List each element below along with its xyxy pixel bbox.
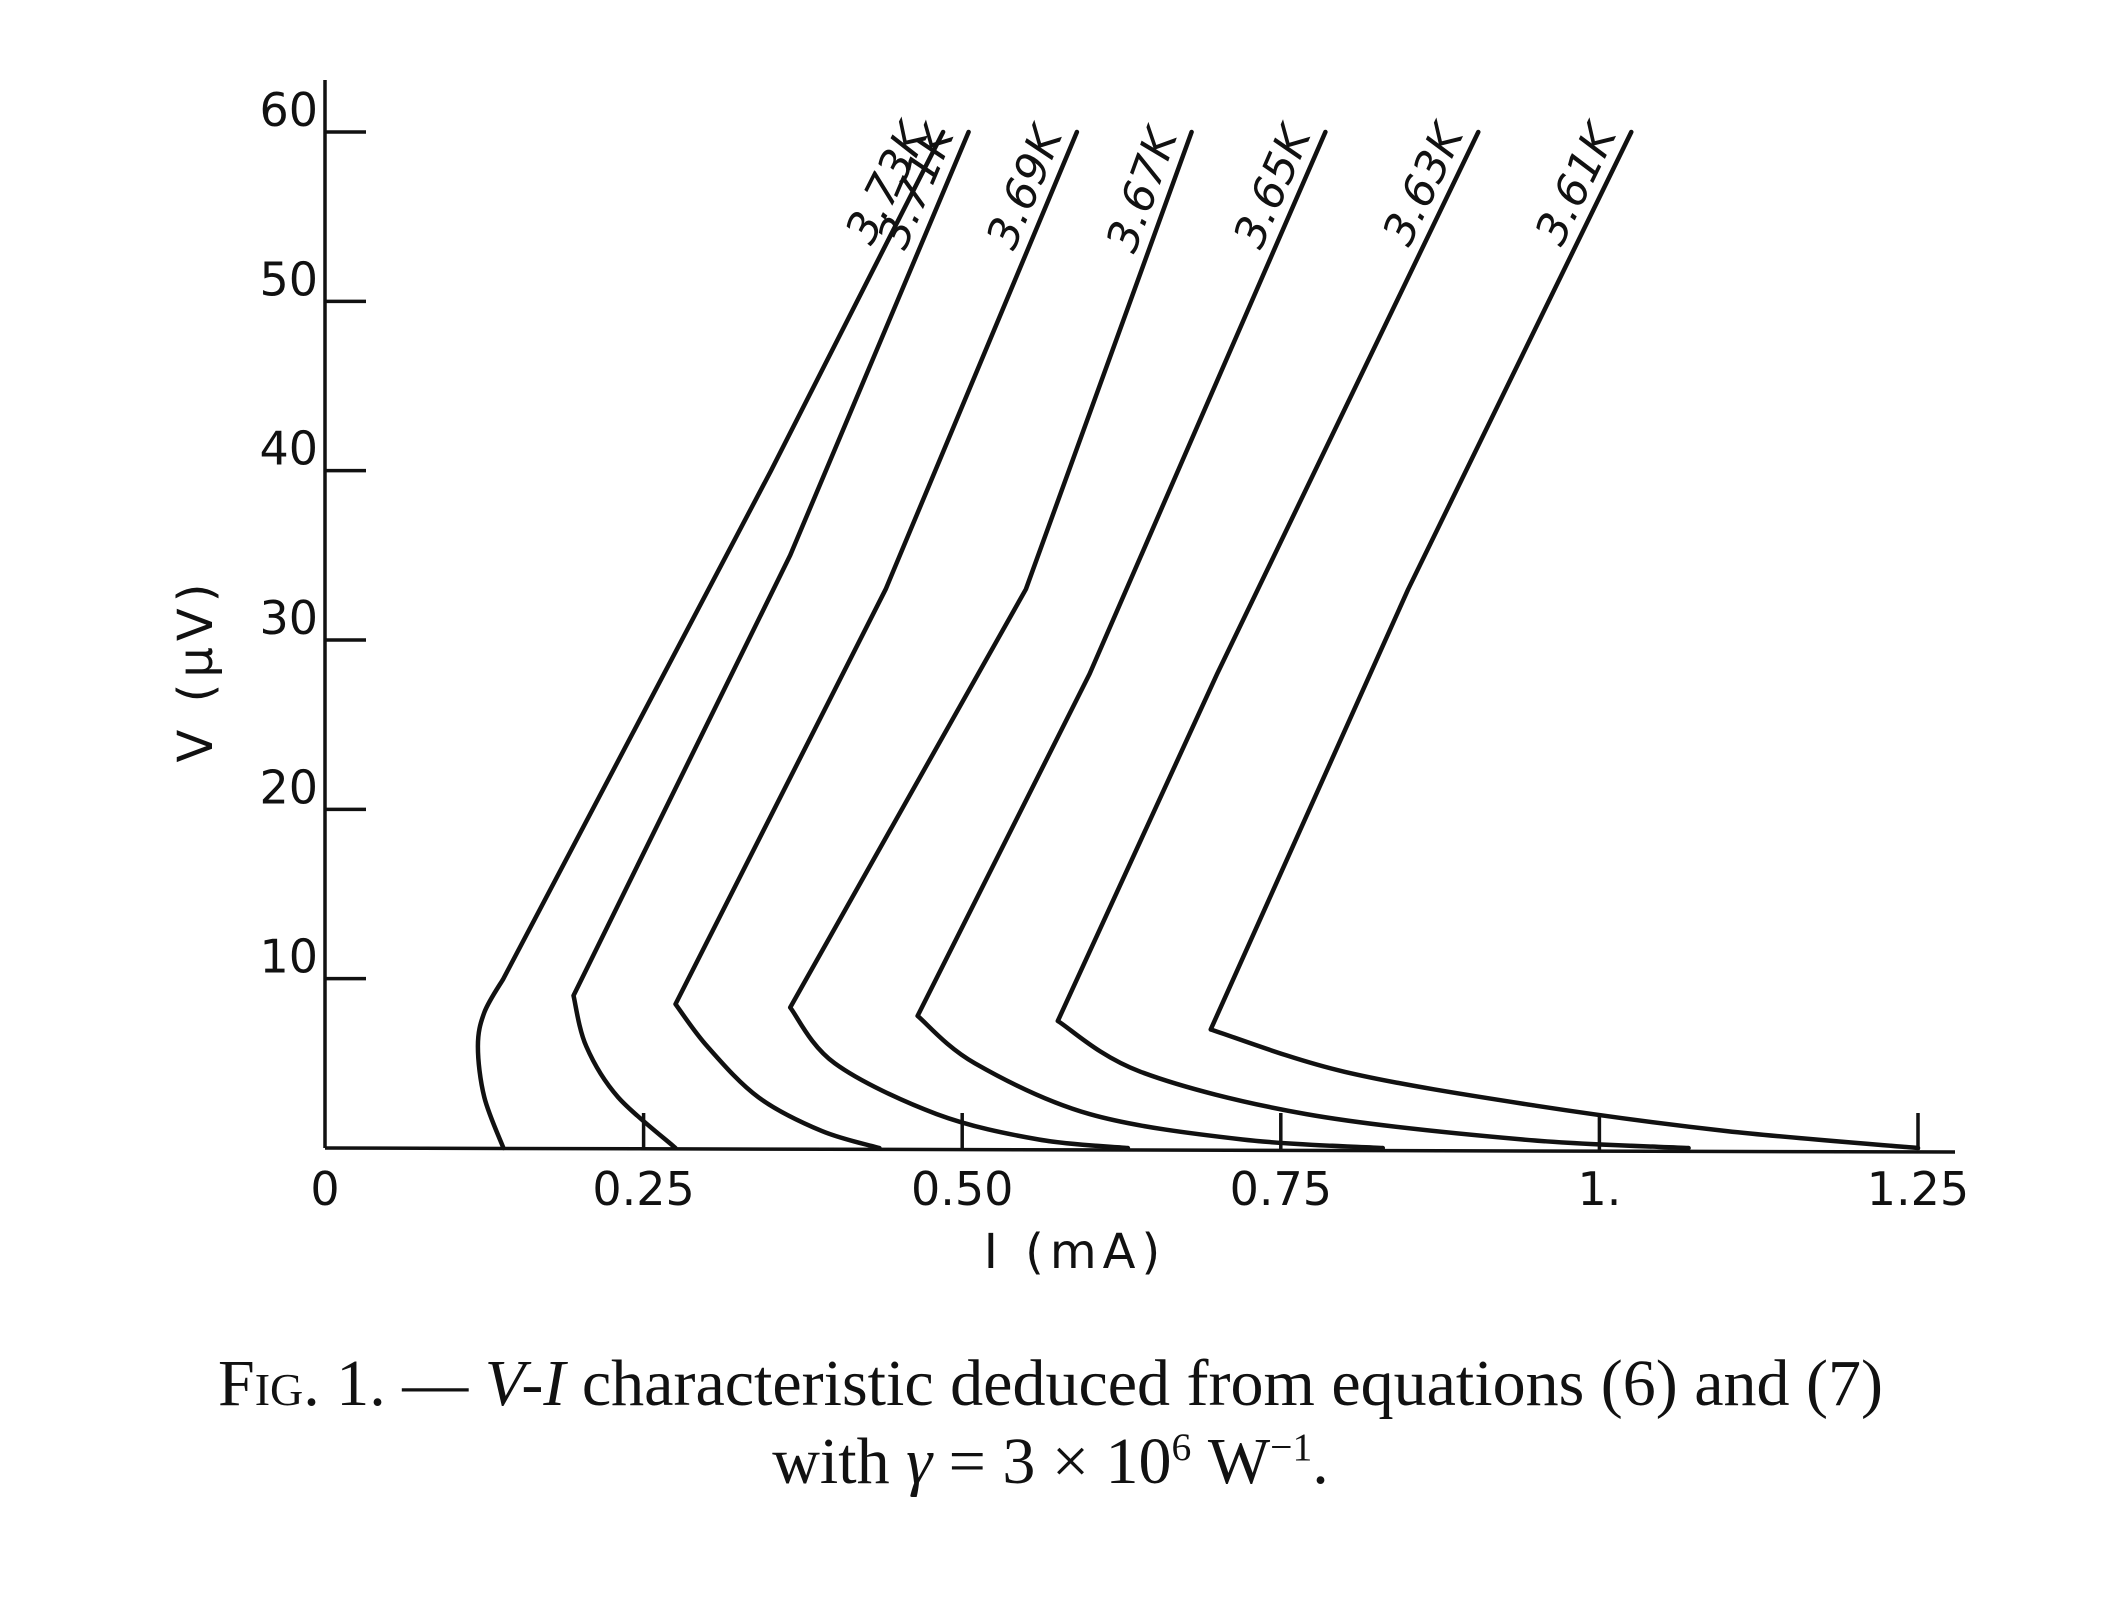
y-tick-label: 30 xyxy=(259,591,318,645)
y-tick-label: 40 xyxy=(259,422,318,476)
y-tick-label: 10 xyxy=(259,930,318,984)
x-tick-label: 0.25 xyxy=(592,1162,694,1216)
curve-label-3: 3.69K xyxy=(977,116,1074,256)
x-tick-label: 0.75 xyxy=(1230,1162,1332,1216)
y-tick-label: 50 xyxy=(259,252,318,306)
curve-series-1 xyxy=(475,129,946,1151)
caption-equals: = 3 × 10 xyxy=(932,1425,1172,1498)
x-tick-label: 0 xyxy=(310,1162,339,1216)
curve-series-3 xyxy=(673,129,1080,1151)
curve-label-6: 3.63K xyxy=(1373,114,1475,253)
caption-line1-rest: characteristic deduced from equations (6… xyxy=(565,1347,1883,1420)
curves xyxy=(475,129,1921,1151)
figure-caption: Fig. 1. — V-I characteristic deduced fro… xyxy=(0,1345,2101,1501)
caption-end: . xyxy=(1312,1425,1329,1498)
y-tick-label: 20 xyxy=(259,760,318,814)
x-axis-title: I (mA) xyxy=(984,1224,1166,1280)
caption-unit: W xyxy=(1191,1425,1271,1498)
curve-series-7 xyxy=(1208,129,1921,1151)
curve-label-7: 3.61K xyxy=(1525,114,1628,253)
x-tick-label: 0.50 xyxy=(911,1162,1013,1216)
x-axis-line xyxy=(324,1146,1956,1154)
caption-vi: V-I xyxy=(484,1347,566,1420)
curve-series-2 xyxy=(571,129,971,1151)
caption-line-2: with γ = 3 × 106 W−1. xyxy=(0,1423,2101,1501)
caption-gamma: γ xyxy=(906,1425,933,1498)
caption-exponent-minus-1: −1 xyxy=(1270,1425,1313,1469)
y-axis-title: V (μV) xyxy=(168,578,224,763)
curve-label-4: 3.67K xyxy=(1097,119,1189,259)
caption-exponent-6: 6 xyxy=(1171,1425,1192,1469)
y-ticks: 10 20 30 40 50 60 xyxy=(259,83,366,984)
x-tick-label: 1.25 xyxy=(1867,1162,1969,1216)
axes xyxy=(323,80,1956,1154)
caption-with: with xyxy=(772,1425,907,1498)
y-tick-label: 60 xyxy=(259,83,318,137)
curve-series-5 xyxy=(915,129,1386,1151)
caption-prefix: Fig. 1. — xyxy=(218,1347,485,1420)
curve-series-4 xyxy=(787,129,1194,1151)
curve-label-5: 3.65K xyxy=(1224,116,1323,256)
caption-line-1: Fig. 1. — V-I characteristic deduced fro… xyxy=(0,1345,2101,1423)
curve-series-6 xyxy=(1055,129,1691,1151)
x-ticks: 0 0.25 0.50 0.75 1. 1.25 xyxy=(310,1113,1969,1216)
x-tick-label: 1. xyxy=(1577,1162,1621,1216)
